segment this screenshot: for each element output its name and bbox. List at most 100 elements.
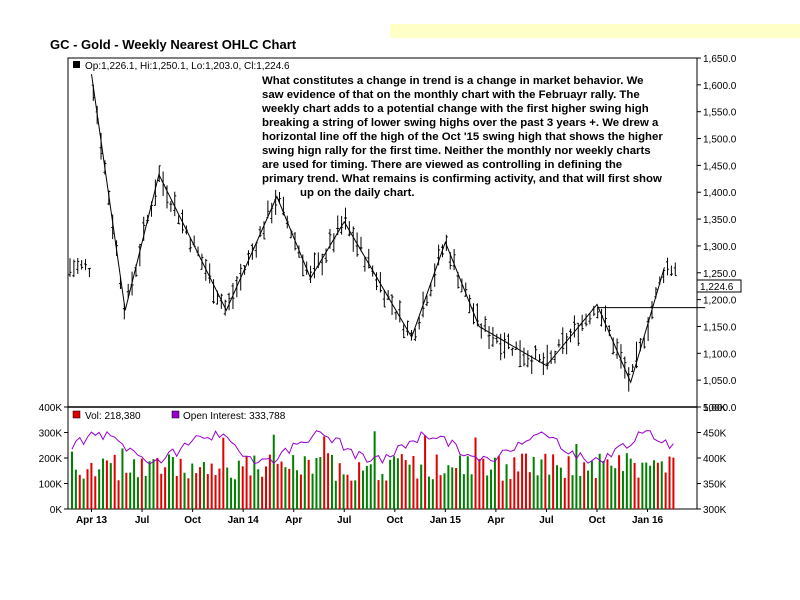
annotation-line: up on the daily chart.: [300, 187, 415, 199]
volume-bar: [505, 464, 508, 509]
volume-bar: [268, 454, 271, 509]
date-tick-label: Jul: [337, 515, 352, 526]
volume-bar: [253, 455, 256, 509]
volume-bar: [424, 435, 427, 509]
volume-bar: [362, 470, 364, 509]
volume-bar: [218, 468, 221, 509]
volume-bar: [94, 476, 97, 509]
volume-bar: [377, 480, 380, 509]
open-interest-line: [71, 430, 674, 465]
volume-bar: [136, 477, 139, 509]
volume-bar: [144, 475, 147, 509]
volume-bar: [284, 467, 287, 509]
volume-bar: [637, 477, 640, 509]
volume-bar: [447, 465, 450, 509]
volume-bar: [288, 468, 291, 509]
volume-bar: [614, 468, 617, 509]
annotation-line: saw evidence of that on the monthly char…: [262, 89, 640, 101]
volume-bar: [303, 456, 306, 509]
volume-bar: [385, 480, 388, 509]
volume-bar: [559, 467, 562, 509]
price-tick-label: 1,300.0: [703, 242, 737, 253]
price-axis: 1,000.0 1,050.0 1,100.0 1,150.0 1,200.0 1,250…: [697, 54, 737, 414]
oi-tick-label: 300K: [703, 505, 727, 516]
volume-bar: [521, 453, 524, 509]
volume-bar: [618, 455, 621, 509]
volume-bar: [393, 456, 396, 509]
volume-bar: [109, 463, 112, 509]
annotation-line: breaking a string of lower swing highs o…: [262, 117, 659, 129]
volume-bar: [311, 473, 314, 509]
chart-annotation: What constitutes a change in trend is a …: [262, 74, 692, 200]
volume-bar: [552, 454, 555, 509]
volume-bar: [334, 480, 337, 509]
last-price-box: [696, 279, 742, 293]
price-tick-label: 1,100.0: [703, 349, 737, 360]
volume-bar: [74, 469, 77, 509]
volume-bar: [575, 443, 578, 509]
volume-bar: [509, 479, 512, 509]
volume-bar: [490, 469, 493, 509]
annotation-line: weekly chart adds to a potential change …: [262, 103, 649, 115]
volume-bar: [175, 475, 178, 509]
volume-bar: [459, 455, 461, 509]
volume-tick-label: 100K: [39, 480, 63, 491]
volume-bar: [478, 459, 481, 509]
volume-bar: [579, 475, 582, 509]
date-tick-label: Apr: [285, 515, 302, 526]
volume-bar: [408, 464, 411, 509]
volume-bar: [443, 473, 446, 509]
volume-bar: [245, 456, 248, 509]
volume-bar: [299, 474, 302, 509]
volume-bar: [606, 459, 609, 509]
volume-bar: [265, 466, 267, 509]
price-tick-label: 1,550.0: [703, 108, 737, 119]
volume-bar: [548, 474, 551, 509]
volume-bar: [276, 463, 279, 509]
volume-bar: [249, 475, 252, 509]
volume-bar: [625, 453, 628, 509]
volume-bar: [164, 467, 167, 509]
date-tick-label: Oct: [184, 515, 201, 526]
volume-bar: [540, 459, 543, 509]
volume-bar: [350, 480, 353, 509]
price-tick-label: 1,050.0: [703, 376, 737, 387]
annotation-line: are used for timing. There are viewed as…: [262, 159, 623, 171]
volume-tick-label: 300K: [39, 429, 63, 440]
volume-bar: [524, 453, 527, 509]
volume-bar: [82, 478, 85, 509]
volume-bar: [210, 463, 213, 509]
volume-bar: [358, 462, 361, 509]
volume-bar: [583, 462, 586, 509]
volume-bar: [330, 454, 333, 509]
volume-bar: [664, 472, 667, 509]
volume-bar: [412, 455, 415, 509]
volume-bar: [431, 479, 434, 509]
volume-bar: [199, 467, 202, 509]
volume-bar: [342, 474, 345, 509]
volume-bar: [280, 461, 283, 509]
volume-bar: [556, 465, 558, 509]
volume-bar: [587, 470, 590, 509]
volume-bar: [78, 474, 81, 509]
price-tick-label: 1,600.0: [703, 81, 737, 92]
volume-bar: [563, 477, 566, 509]
trend-lines: [91, 74, 665, 384]
header-highlight-band: [390, 24, 800, 38]
oi-tick-label: 350K: [703, 480, 727, 491]
volume-bar: [237, 460, 240, 509]
volume-bar: [261, 476, 264, 509]
volume-bar: [168, 454, 170, 509]
volume-bar: [400, 454, 403, 509]
date-tick-label: Oct: [589, 515, 606, 526]
volume-bar: [571, 475, 574, 509]
volume-bar: [435, 454, 438, 509]
oi-tick-label: 400K: [703, 454, 727, 465]
volume-bar: [148, 461, 151, 509]
volume-bar: [528, 472, 531, 509]
volume-bar: [497, 455, 500, 509]
date-tick-label: Apr 13: [76, 515, 108, 526]
volume-bar: [125, 472, 128, 509]
price-tick-label: 1,350.0: [703, 215, 737, 226]
volume-bar: [272, 434, 275, 509]
